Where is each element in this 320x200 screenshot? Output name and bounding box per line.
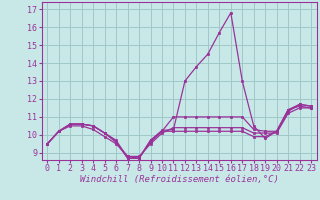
X-axis label: Windchill (Refroidissement éolien,°C): Windchill (Refroidissement éolien,°C) <box>80 175 279 184</box>
